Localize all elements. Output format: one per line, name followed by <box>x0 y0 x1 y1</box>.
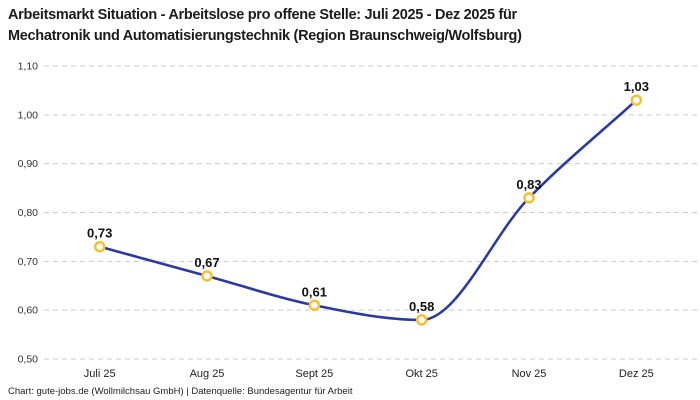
data-point-label: 0,58 <box>409 299 434 314</box>
x-axis-labels: Juli 25 Aug 25 Sept 25 Okt 25 Nov 25 Dez 25 <box>84 368 654 380</box>
data-point-marker <box>201 270 213 282</box>
data-point-marker <box>308 299 321 312</box>
x-tick-label: Okt 25 <box>405 368 437 380</box>
y-tick-label: 0,90 <box>18 158 39 170</box>
y-axis-labels: 0,50 0,60 0,70 0,80 0,90 1,00 1,10 <box>18 61 39 366</box>
y-tick-label: 1,00 <box>18 109 39 121</box>
chart-title-line1: Arbeitsmarkt Situation - Arbeitslose pro… <box>8 7 517 23</box>
data-point-label: 0,67 <box>194 255 219 270</box>
x-tick-label: Dez 25 <box>619 368 654 380</box>
data-point-marker <box>523 192 535 204</box>
y-tick-label: 0,60 <box>18 305 39 317</box>
data-point-marker <box>630 94 643 106</box>
x-tick-label: Aug 25 <box>190 368 225 380</box>
x-tick-label: Nov 25 <box>512 368 547 380</box>
data-point-label: 0,83 <box>516 177 541 192</box>
chart-title: Arbeitsmarkt Situation - Arbeitslose pro… <box>8 5 696 46</box>
y-tick-label: 0,50 <box>18 354 39 366</box>
y-tick-label: 1,10 <box>18 61 39 73</box>
x-tick-label: Juli 25 <box>84 368 116 380</box>
data-point-label: 0,61 <box>302 284 327 299</box>
data-point-marker <box>415 314 428 326</box>
chart-attribution: Chart: gute-jobs.de (Wollmilchsau GmbH) … <box>8 386 353 397</box>
chart-title-line2: Mechatronik und Automatisierungstechnik … <box>8 27 522 44</box>
data-point-marker <box>93 240 106 253</box>
y-tick-label: 0,80 <box>18 207 39 219</box>
y-tick-label: 0,70 <box>18 256 39 268</box>
data-point-label: 0,73 <box>87 226 112 241</box>
data-line <box>98 98 638 322</box>
data-point-label: 1,03 <box>624 79 649 94</box>
x-tick-label: Sept 25 <box>295 368 333 380</box>
data-points-group: 0,73 0,67 0,61 0,58 0,83 1,03 <box>87 79 649 326</box>
